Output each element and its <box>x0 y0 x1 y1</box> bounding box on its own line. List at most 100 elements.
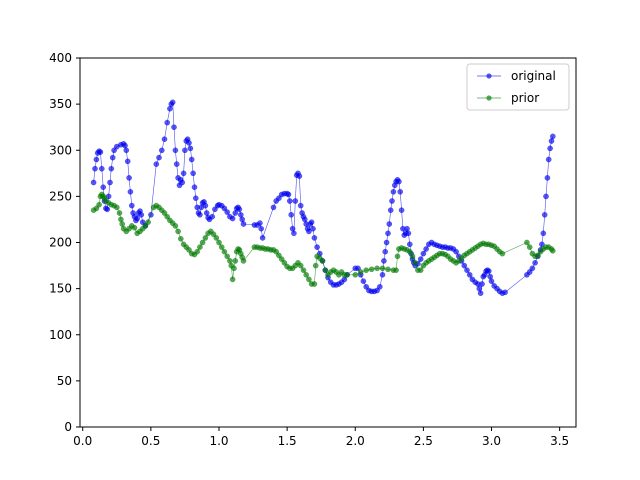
data-point-original-106 <box>297 202 304 209</box>
x-tick-label: 3.0 <box>482 434 501 448</box>
data-point-prior-12 <box>116 210 123 216</box>
data-point-prior-106 <box>385 266 391 273</box>
data-point-prior-51 <box>221 248 228 255</box>
y-tick-label: 200 <box>49 236 72 250</box>
data-point-prior-153 <box>535 252 541 259</box>
data-point-prior-83 <box>303 271 310 278</box>
data-point-prior-55 <box>229 276 236 283</box>
x-tick-label: 2.5 <box>414 434 433 448</box>
data-point-original-14 <box>109 154 116 161</box>
data-point-prior-42 <box>197 244 203 250</box>
data-point-prior-50 <box>218 244 225 250</box>
data-point-original-39 <box>164 119 170 126</box>
data-point-original-2 <box>93 156 100 163</box>
data-point-prior-47 <box>210 231 217 237</box>
data-point-original-205 <box>532 259 538 266</box>
legend-marker-prior <box>486 95 492 101</box>
data-point-original-42 <box>169 99 176 106</box>
data-point-prior-103 <box>368 266 375 273</box>
data-point-original-167 <box>423 246 429 252</box>
y-tick-label: 100 <box>49 328 72 342</box>
data-point-original-140 <box>381 258 387 264</box>
data-point-prior-24 <box>145 219 151 225</box>
data-point-original-147 <box>390 188 397 195</box>
data-point-original-13 <box>108 165 115 172</box>
data-point-original-114 <box>308 219 315 225</box>
data-point-original-188 <box>477 290 484 297</box>
y-tick-label: 150 <box>49 282 72 296</box>
series-layer <box>90 99 556 297</box>
data-point-original-143 <box>385 230 391 237</box>
data-point-original-215 <box>548 138 555 144</box>
data-point-original-85 <box>240 221 247 227</box>
x-axis: 0.0 0.5 1.0 1.5 2.0 2.5 3.0 3.5 <box>73 427 569 448</box>
data-point-prior-13 <box>118 216 124 223</box>
data-point-prior-116 <box>412 259 419 266</box>
data-point-prior-49 <box>216 239 222 246</box>
data-point-prior-87 <box>312 262 319 269</box>
data-point-prior-109 <box>394 253 401 260</box>
data-point-original-209 <box>540 230 547 237</box>
data-point-original-76 <box>224 209 230 215</box>
data-point-original-182 <box>464 267 470 274</box>
data-point-original-45 <box>173 161 180 167</box>
data-point-original-187 <box>476 285 483 292</box>
data-point-original-55 <box>187 145 194 152</box>
data-point-prior-105 <box>379 265 386 272</box>
data-point-prior-43 <box>199 239 206 246</box>
data-point-prior-35 <box>177 235 184 242</box>
data-point-original-97 <box>285 191 292 198</box>
legend-label-prior: prior <box>511 91 539 105</box>
data-point-original-211 <box>543 193 549 200</box>
data-point-original-116 <box>311 235 318 241</box>
data-point-original-101 <box>291 230 297 237</box>
data-point-original-138 <box>376 283 383 290</box>
data-point-original-50 <box>180 170 187 177</box>
data-point-original-181 <box>461 262 468 269</box>
data-point-original-31 <box>138 211 145 218</box>
data-point-prior-118 <box>417 267 424 274</box>
data-point-original-146 <box>389 198 395 204</box>
data-point-original-83 <box>237 211 244 218</box>
data-point-original-144 <box>386 221 393 227</box>
data-point-prior-108 <box>393 267 399 274</box>
data-point-original-10 <box>104 206 111 213</box>
series-original <box>90 99 556 297</box>
data-point-original-99 <box>288 211 295 218</box>
data-point-original-213 <box>545 156 552 163</box>
data-point-original-43 <box>171 124 177 130</box>
data-point-original-216 <box>550 133 556 140</box>
data-point-original-178 <box>453 248 459 255</box>
data-point-original-210 <box>541 211 548 218</box>
data-point-original-157 <box>404 225 410 232</box>
data-point-original-28 <box>134 215 140 222</box>
legend-label-original: original <box>511 69 556 83</box>
data-point-prior-63 <box>240 258 247 264</box>
data-point-original-165 <box>417 256 424 262</box>
data-point-original-196 <box>488 278 495 285</box>
data-point-prior-115 <box>409 253 416 260</box>
data-point-original-35 <box>153 161 160 167</box>
data-point-prior-52 <box>224 253 230 260</box>
data-point-original-62 <box>197 211 203 218</box>
data-point-original-70 <box>209 213 215 220</box>
data-point-original-145 <box>387 207 394 213</box>
data-point-original-22 <box>126 175 132 181</box>
data-point-prior-91 <box>322 267 329 274</box>
data-point-original-115 <box>310 225 316 232</box>
data-point-prior-73 <box>276 252 282 259</box>
x-tick-label: 3.5 <box>550 434 569 448</box>
x-tick-label: 1.0 <box>209 434 228 448</box>
data-point-original-201 <box>502 289 508 296</box>
data-point-original-67 <box>203 210 210 216</box>
data-point-prior-86 <box>311 281 318 287</box>
data-point-original-36 <box>156 154 162 161</box>
data-point-prior-150 <box>526 244 533 250</box>
data-point-prior-2 <box>96 201 102 208</box>
data-point-prior-90 <box>319 258 326 264</box>
data-point-original-105 <box>296 173 303 179</box>
data-point-original-38 <box>161 136 168 142</box>
data-point-original-189 <box>479 281 485 287</box>
